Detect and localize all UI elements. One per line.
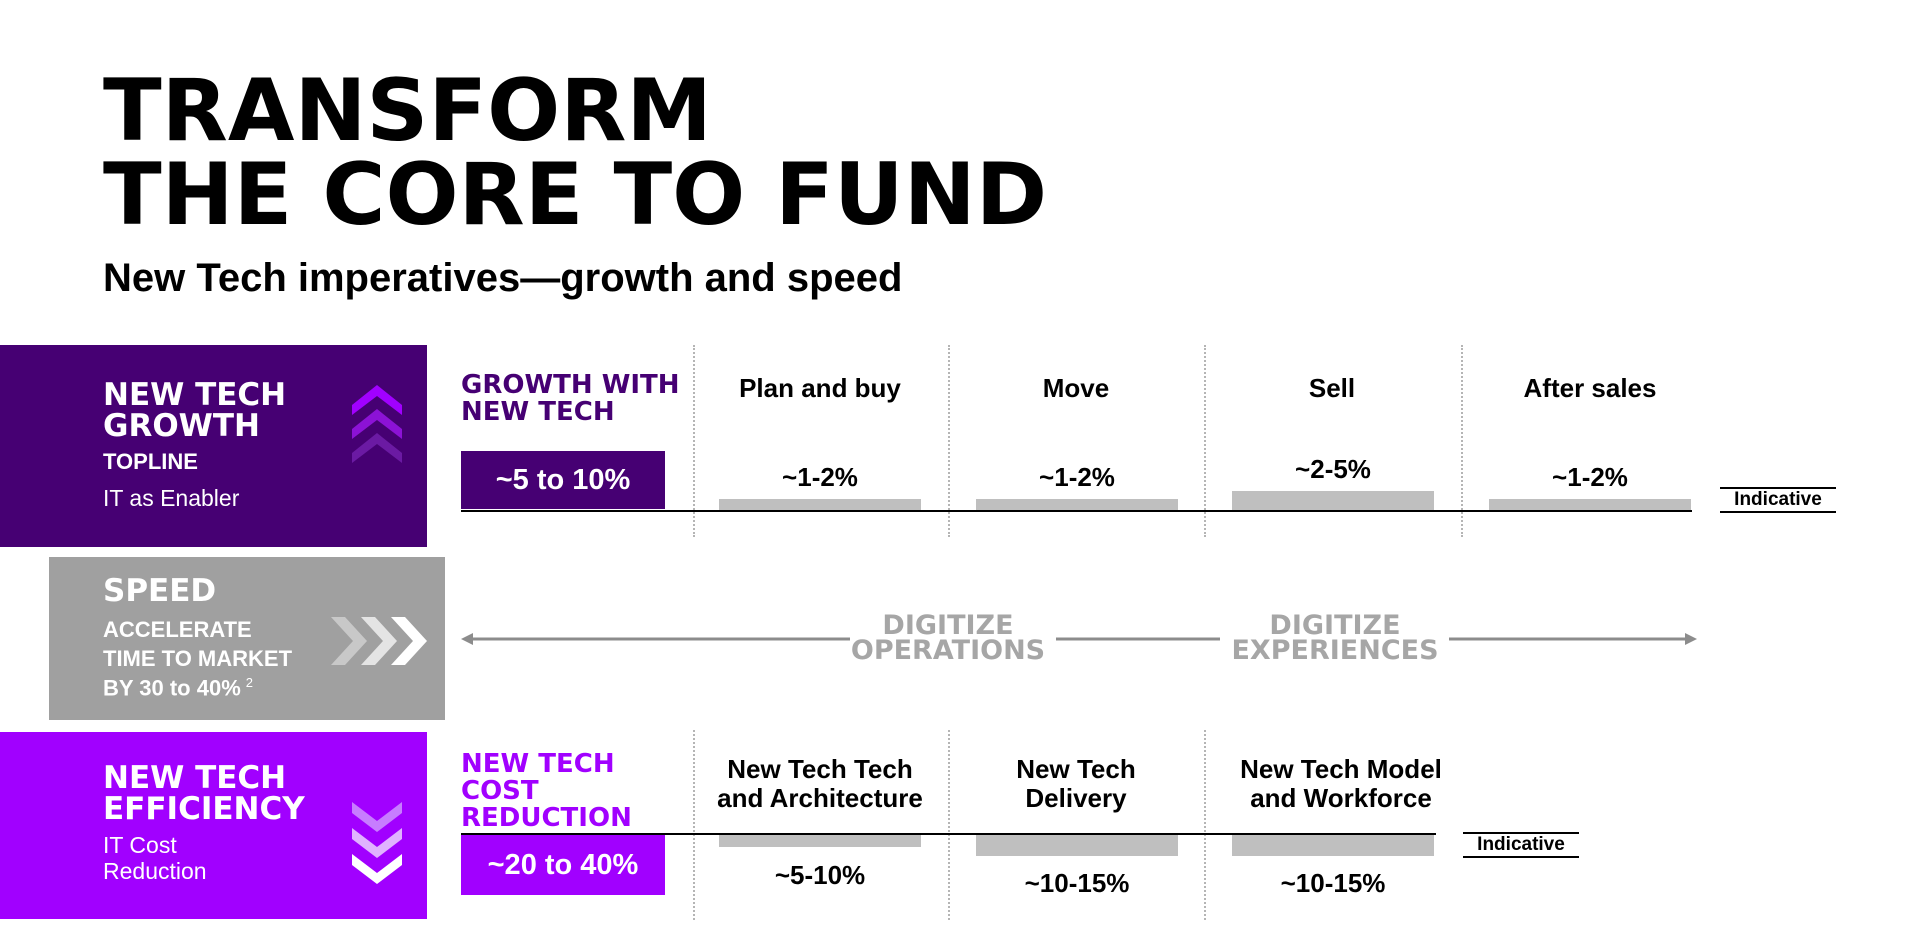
growth-col-label-2: Move xyxy=(1042,373,1110,403)
speed-line-2: TIME TO MARKET xyxy=(103,646,293,671)
separator xyxy=(1204,730,1206,920)
efficiency-heading-line-2: EFFICIENCY xyxy=(103,791,305,827)
cost-col-label-2-line-1: New Tech xyxy=(1016,754,1136,784)
timeline-arrow-icon xyxy=(461,633,1697,645)
page-subtitle: New Tech imperatives—growth and speed xyxy=(103,256,903,300)
title-line-2: THE CORE TO FUND xyxy=(103,145,1048,245)
cost-section-heading-line-3: REDUCTION xyxy=(461,803,632,833)
cost-section-heading-line-1: NEW TECH xyxy=(461,749,615,779)
speed-block: SPEED ACCELERATE TIME TO MARKET BY 30 to… xyxy=(49,557,445,720)
growth-topline: TOPLINE xyxy=(103,449,198,474)
separator xyxy=(948,730,950,920)
growth-col-label-4: After sales xyxy=(1523,373,1657,403)
growth-heading-line-2: GROWTH xyxy=(103,408,260,444)
cost-col-label-2: New Tech Delivery xyxy=(960,755,1192,813)
cost-section-heading-line-2: COST xyxy=(461,776,539,806)
growth-col-value-4: ~1-2% xyxy=(1552,462,1628,492)
cost-indicative-label: Indicative xyxy=(1463,832,1579,858)
cost-col-value-3: ~10-15% xyxy=(1280,868,1386,898)
growth-col-value-1: ~1-2% xyxy=(782,462,858,492)
cost-col-label-1-line-2: and Architecture xyxy=(717,783,923,813)
cost-bar-1 xyxy=(719,835,921,847)
cost-total-box: ~20 to 40% xyxy=(461,835,665,895)
speed-heading: SPEED xyxy=(103,573,217,609)
cost-col-label-3: New Tech Model and Workforce xyxy=(1216,755,1466,813)
growth-section-heading: GROWTH WITH NEW TECH xyxy=(461,372,680,426)
page-title: TRANSFORM THE CORE TO FUND xyxy=(103,61,1048,245)
efficiency-block: NEW TECH EFFICIENCY IT Cost Reduction xyxy=(0,732,427,919)
growth-total-box: ~5 to 10% xyxy=(461,451,665,509)
cost-section-heading: NEW TECH COST REDUCTION xyxy=(461,751,632,832)
chevrons-right-icon xyxy=(331,617,427,665)
growth-bar-4 xyxy=(1489,499,1691,510)
cost-col-label-3-line-1: New Tech Model xyxy=(1240,754,1442,784)
separator xyxy=(1461,345,1463,537)
separator xyxy=(693,345,695,537)
digitize-operations-line-1: DIGITIZE xyxy=(882,610,1014,641)
separator xyxy=(1204,345,1206,537)
digitize-experiences-line-2: EXPERIENCES xyxy=(1231,635,1439,666)
title-line-1: TRANSFORM xyxy=(103,61,713,161)
growth-col-value-3: ~2-5% xyxy=(1295,454,1371,484)
growth-baseline xyxy=(461,510,1692,512)
growth-bar-1 xyxy=(719,499,921,510)
growth-section-heading-line-2: NEW TECH xyxy=(461,397,615,427)
separator xyxy=(693,730,695,920)
digitize-operations-label: DIGITIZE OPERATIONS xyxy=(840,610,1056,666)
growth-indicative-label: Indicative xyxy=(1720,487,1836,513)
growth-bar-2 xyxy=(976,499,1178,510)
speed-line-3: BY 30 to 40% 2 xyxy=(103,675,253,701)
cost-bar-3 xyxy=(1232,835,1434,856)
digitize-experiences-line-1: DIGITIZE xyxy=(1269,610,1401,641)
growth-bar-3 xyxy=(1232,491,1434,510)
efficiency-sub-line-2: Reduction xyxy=(103,858,207,884)
chevrons-up-icon xyxy=(352,385,402,463)
speed-line-1: ACCELERATE xyxy=(103,617,252,642)
cost-col-label-3-line-2: and Workforce xyxy=(1250,783,1432,813)
growth-sub: IT as Enabler xyxy=(103,485,240,511)
cost-bar-2 xyxy=(976,835,1178,856)
efficiency-sub-line-1: IT Cost xyxy=(103,832,177,858)
cost-col-label-1-line-1: New Tech Tech xyxy=(727,754,913,784)
cost-col-value-2: ~10-15% xyxy=(1024,868,1130,898)
growth-heading-line-1: NEW TECH xyxy=(103,377,287,413)
chevrons-down-icon xyxy=(352,802,402,884)
cost-baseline xyxy=(461,833,1436,835)
separator xyxy=(948,345,950,537)
cost-col-value-1: ~5-10% xyxy=(774,860,866,890)
cost-col-label-2-line-2: Delivery xyxy=(1025,783,1127,813)
speed-line-3-text: BY 30 to 40% xyxy=(103,675,241,701)
speed-footnote: 2 xyxy=(245,675,254,690)
growth-block: NEW TECH GROWTH TOPLINE IT as Enabler xyxy=(0,345,427,547)
digitize-operations-line-2: OPERATIONS xyxy=(850,635,1046,666)
digitize-experiences-label: DIGITIZE EXPERIENCES xyxy=(1221,610,1449,666)
efficiency-heading-line-1: NEW TECH xyxy=(103,760,287,796)
growth-col-label-3: Sell xyxy=(1308,373,1356,403)
cost-col-label-1: New Tech Tech and Architecture xyxy=(704,755,936,813)
growth-col-value-2: ~1-2% xyxy=(1039,462,1115,492)
growth-col-label-1: Plan and buy xyxy=(739,373,901,403)
growth-section-heading-line-1: GROWTH WITH xyxy=(461,370,680,400)
